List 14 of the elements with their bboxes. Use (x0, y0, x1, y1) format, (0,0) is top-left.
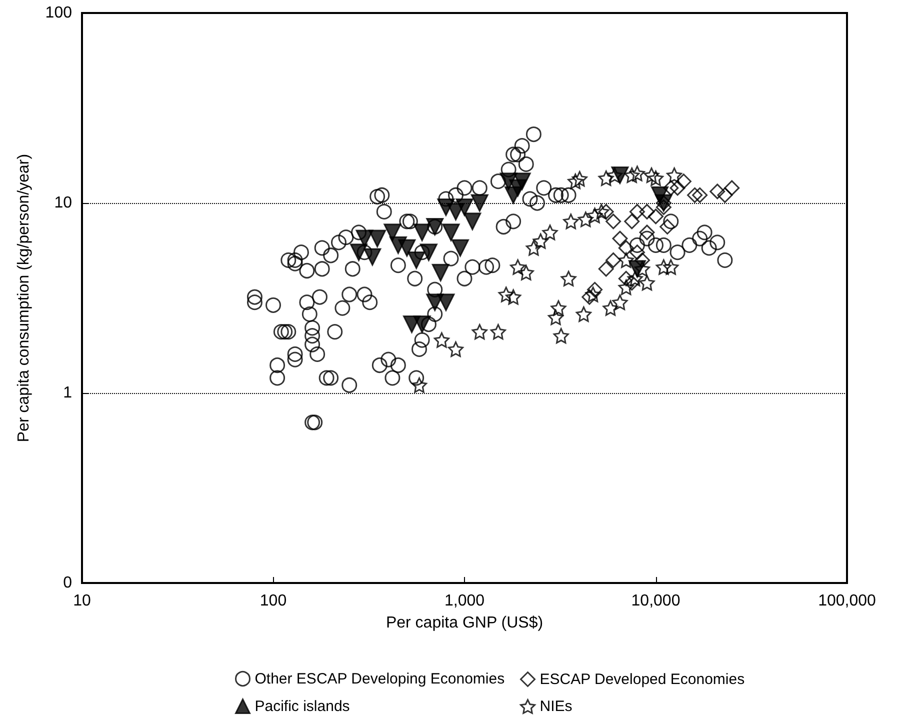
legend-label: ESCAP Developed Economies (540, 670, 745, 688)
legend-label: NIEs (540, 698, 572, 715)
x-tick-label: 10,000 (631, 592, 680, 610)
x-tick-label: 1,000 (444, 592, 485, 610)
y-tick-label: 10 (54, 194, 72, 212)
y-tick-label: 1 (63, 384, 72, 402)
x-axis-title: Per capita GNP (US$) (386, 614, 544, 632)
legend-label: Pacific islands (254, 698, 350, 715)
y-axis-title: Per capita consumption (kg/person/year) (16, 154, 32, 442)
legend-label: Other ESCAP Developing Economies (254, 670, 505, 688)
x-tick-label: 100 (260, 592, 287, 610)
x-tick-label: 100,000 (818, 592, 876, 610)
y-tick-label: 100 (45, 4, 72, 22)
y-tick-label: 0 (63, 574, 72, 592)
